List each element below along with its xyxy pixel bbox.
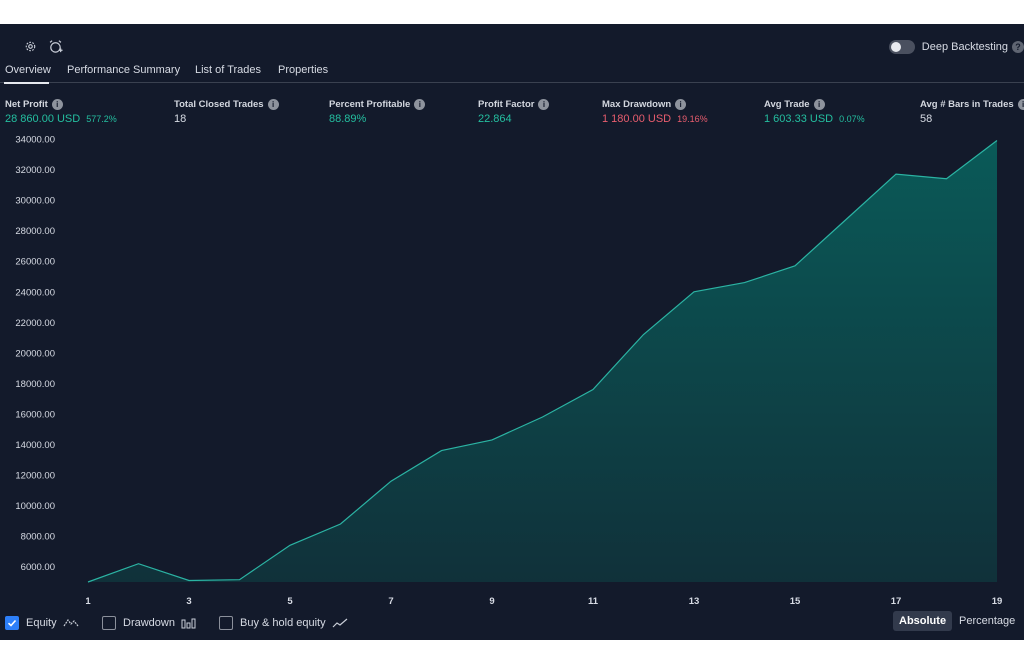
absolute-mode-button[interactable]: Absolute (893, 611, 953, 631)
tab-list-of-trades[interactable]: List of Trades (195, 64, 262, 76)
stat-percent: 19.16% (677, 114, 708, 124)
deep-backtesting-toggle[interactable]: Deep Backtesting ? (888, 38, 1024, 56)
buy-hold-checkbox[interactable] (219, 616, 233, 630)
y-tick-label: 18000.00 (15, 379, 55, 390)
stat-max-drawdown: Max Drawdown i 1 180.00 USD 19.16% (602, 98, 708, 125)
tab-bar: Overview Performance Summary List of Tra… (0, 64, 1024, 84)
stat-label: Avg # Bars in Trades (920, 98, 1014, 110)
equity-chart: 6000.00 8000.00 10000.00 12000.00 14000.00 16… (15, 135, 1002, 608)
buy-hold-checkbox-item[interactable]: Buy & hold equity (219, 614, 348, 632)
stat-avg-bars: Avg # Bars in Trades i 58 (920, 98, 1024, 125)
drawdown-label: Drawdown (123, 617, 175, 629)
help-icon[interactable]: ? (1012, 41, 1024, 53)
y-tick-label: 26000.00 (15, 257, 55, 268)
stat-value: 18 (174, 113, 187, 125)
info-icon[interactable]: i (538, 98, 550, 110)
y-tick-label: 30000.00 (15, 196, 55, 207)
tab-properties[interactable]: Properties (278, 64, 329, 76)
stat-value: 28 860.00 USD (5, 113, 81, 125)
x-tick-label: 15 (790, 596, 801, 607)
equity-checkbox-item[interactable]: Equity (5, 614, 79, 632)
stat-percent: 0.07% (839, 114, 865, 124)
info-icon[interactable]: i (1017, 98, 1024, 110)
y-tick-label: 22000.00 (15, 318, 55, 329)
y-tick-label: 10000.00 (15, 501, 55, 512)
x-tick-label: 19 (992, 596, 1003, 607)
y-tick-label: 16000.00 (15, 409, 55, 420)
x-tick-label: 13 (689, 596, 700, 607)
stat-value: 88.89% (329, 113, 367, 125)
x-axis: 1 3 5 7 9 11 13 15 17 19 (85, 596, 1002, 607)
stat-label: Avg Trade (764, 98, 810, 110)
drawdown-checkbox[interactable] (102, 616, 116, 630)
info-icon[interactable]: i (267, 98, 279, 110)
x-tick-label: 5 (287, 596, 293, 607)
buy-hold-label: Buy & hold equity (240, 617, 326, 629)
x-tick-label: 9 (489, 596, 494, 607)
y-tick-label: 28000.00 (15, 226, 55, 237)
deep-backtesting-label: Deep Backtesting (921, 41, 1008, 53)
stat-percent-profitable: Percent Profitable i 88.89% (329, 98, 426, 125)
tab-performance-summary[interactable]: Performance Summary (67, 64, 181, 76)
stat-percent: 577.2% (86, 114, 117, 124)
strategy-tester-panel: Deep Backtesting ? Overview Performance … (0, 24, 1024, 640)
stat-profit-factor: Profit Factor i 22.864 (478, 98, 550, 125)
stat-value: 58 (920, 113, 933, 125)
stat-avg-trade: Avg Trade i 1 603.33 USD 0.07% (764, 98, 865, 125)
toggle-switch[interactable] (888, 40, 915, 54)
active-tab-indicator (4, 82, 49, 84)
info-icon[interactable]: i (675, 98, 687, 110)
stat-label: Max Drawdown (602, 98, 672, 110)
buy-hold-line-icon (332, 618, 348, 628)
stat-value: 1 603.33 USD (764, 113, 834, 125)
equity-area (88, 140, 997, 582)
toolbar: Deep Backtesting ? (0, 38, 1024, 56)
y-tick-label: 12000.00 (15, 471, 55, 482)
stat-value: 22.864 (478, 113, 512, 125)
alarm-clock-add-icon[interactable] (47, 38, 63, 54)
chart-footer: Equity Drawdown Buy & hold equity Absolu… (0, 611, 1024, 634)
stat-net-profit: Net Profit i 28 860.00 USD 577.2% (5, 98, 117, 125)
gear-icon[interactable] (22, 38, 38, 54)
info-icon[interactable]: i (414, 98, 426, 110)
y-axis: 6000.00 8000.00 10000.00 12000.00 14000.00 16… (15, 135, 55, 574)
stat-label: Profit Factor (478, 98, 535, 110)
stat-label: Percent Profitable (329, 98, 411, 110)
stat-total-closed-trades: Total Closed Trades i 18 (174, 98, 279, 125)
equity-line-icon (63, 618, 79, 627)
info-icon[interactable]: i (813, 98, 825, 110)
y-tick-label: 34000.00 (15, 135, 55, 146)
x-tick-label: 7 (388, 596, 393, 607)
equity-line (87, 140, 998, 583)
percentage-mode-button[interactable]: Percentage (959, 615, 1016, 627)
stat-value: 1 180.00 USD (602, 113, 672, 125)
drawdown-checkbox-item[interactable]: Drawdown (102, 614, 197, 632)
y-tick-label: 14000.00 (15, 440, 55, 451)
x-tick-label: 1 (85, 596, 91, 607)
y-tick-label: 8000.00 (21, 532, 55, 543)
drawdown-bars-icon (181, 618, 196, 629)
stat-label: Total Closed Trades (174, 98, 264, 110)
x-tick-label: 11 (588, 596, 599, 607)
y-tick-label: 20000.00 (15, 348, 55, 359)
y-tick-label: 6000.00 (21, 562, 55, 573)
x-tick-label: 3 (186, 596, 191, 607)
equity-label: Equity (26, 617, 57, 629)
y-tick-label: 32000.00 (15, 165, 55, 176)
equity-checkbox[interactable] (5, 616, 19, 630)
tab-divider (0, 82, 1024, 83)
y-tick-label: 24000.00 (15, 287, 55, 298)
x-tick-label: 17 (891, 596, 902, 607)
info-icon[interactable]: i (51, 98, 63, 110)
tab-overview[interactable]: Overview (5, 64, 51, 76)
stat-label: Net Profit (5, 98, 48, 110)
